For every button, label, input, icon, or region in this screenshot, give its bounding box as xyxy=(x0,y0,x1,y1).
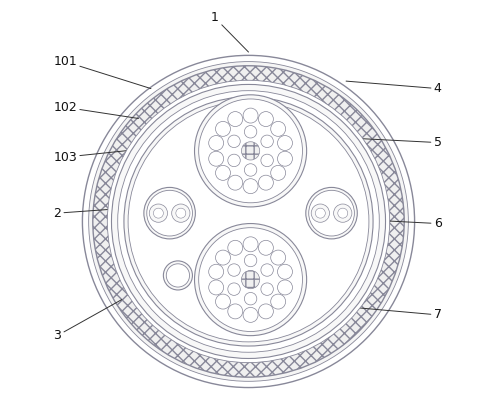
Circle shape xyxy=(209,135,224,150)
Circle shape xyxy=(194,224,307,336)
Circle shape xyxy=(176,208,186,218)
Circle shape xyxy=(245,254,257,267)
Circle shape xyxy=(245,293,257,305)
Circle shape xyxy=(171,204,190,222)
Circle shape xyxy=(271,250,286,265)
Circle shape xyxy=(194,95,307,207)
Text: 7: 7 xyxy=(344,306,441,321)
Circle shape xyxy=(258,112,273,127)
Circle shape xyxy=(154,208,164,218)
Circle shape xyxy=(88,61,409,381)
Circle shape xyxy=(149,204,167,222)
Circle shape xyxy=(277,264,292,279)
Circle shape xyxy=(242,142,260,160)
Circle shape xyxy=(83,55,414,387)
Circle shape xyxy=(271,166,286,180)
Circle shape xyxy=(228,264,240,276)
Text: 102: 102 xyxy=(53,101,139,118)
Circle shape xyxy=(216,121,231,136)
Circle shape xyxy=(228,112,243,127)
Circle shape xyxy=(311,204,330,222)
Circle shape xyxy=(144,187,195,239)
Circle shape xyxy=(107,80,390,363)
Circle shape xyxy=(338,208,348,218)
Circle shape xyxy=(277,135,292,150)
Circle shape xyxy=(118,91,379,352)
Circle shape xyxy=(243,108,258,123)
Circle shape xyxy=(258,175,273,190)
Circle shape xyxy=(277,280,292,295)
Circle shape xyxy=(199,99,303,203)
Circle shape xyxy=(216,250,231,265)
Circle shape xyxy=(277,151,292,166)
Circle shape xyxy=(243,307,258,322)
Circle shape xyxy=(271,294,286,309)
Circle shape xyxy=(228,175,243,190)
Circle shape xyxy=(209,151,224,166)
Text: 3: 3 xyxy=(53,300,122,342)
Circle shape xyxy=(209,280,224,295)
Circle shape xyxy=(309,190,354,236)
Circle shape xyxy=(147,190,192,236)
Text: 2: 2 xyxy=(53,206,144,219)
Circle shape xyxy=(228,304,243,319)
Circle shape xyxy=(228,240,243,255)
Circle shape xyxy=(199,228,303,331)
Circle shape xyxy=(228,135,240,148)
Text: 101: 101 xyxy=(53,55,151,89)
Circle shape xyxy=(124,97,373,346)
Circle shape xyxy=(228,154,240,167)
Circle shape xyxy=(245,164,257,176)
Circle shape xyxy=(261,135,273,148)
Circle shape xyxy=(261,154,273,167)
Circle shape xyxy=(258,304,273,319)
Circle shape xyxy=(166,264,189,287)
Circle shape xyxy=(258,240,273,255)
Circle shape xyxy=(128,101,369,342)
Circle shape xyxy=(242,270,260,289)
Text: 1: 1 xyxy=(211,12,248,52)
Circle shape xyxy=(261,283,273,296)
Circle shape xyxy=(243,178,258,194)
Circle shape xyxy=(111,84,386,359)
Circle shape xyxy=(261,264,273,276)
Circle shape xyxy=(164,261,192,290)
Circle shape xyxy=(228,283,240,296)
Circle shape xyxy=(243,237,258,252)
Text: 6: 6 xyxy=(356,217,441,230)
Circle shape xyxy=(216,294,231,309)
Text: 103: 103 xyxy=(53,149,145,163)
Text: 4: 4 xyxy=(346,81,441,95)
Circle shape xyxy=(216,166,231,180)
Circle shape xyxy=(209,264,224,279)
Circle shape xyxy=(245,125,257,138)
Circle shape xyxy=(271,121,286,136)
Text: 5: 5 xyxy=(356,136,441,149)
Circle shape xyxy=(333,204,352,222)
Circle shape xyxy=(306,187,357,239)
Circle shape xyxy=(316,208,326,218)
Circle shape xyxy=(93,66,404,377)
